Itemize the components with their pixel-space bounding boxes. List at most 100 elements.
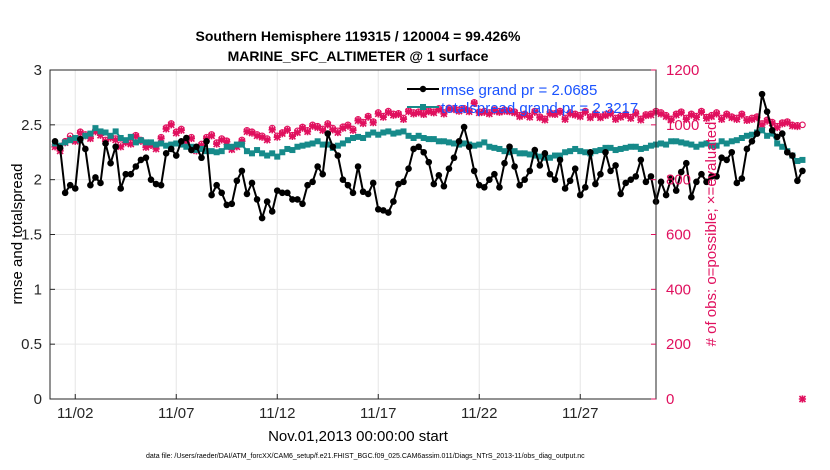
obs-evaluated-point (475, 109, 483, 117)
rmse-point (233, 177, 241, 185)
obs-evaluated-point (404, 108, 413, 116)
obs-evaluated-point (435, 106, 443, 114)
obs-evaluated-point (329, 126, 337, 134)
obs-evaluated-point (707, 113, 716, 121)
rmse-point (309, 178, 316, 186)
y-left-tick-label: 2.5 (21, 117, 42, 134)
spread-point (496, 145, 503, 152)
obs-evaluated-point (758, 121, 766, 129)
spread-point (501, 148, 508, 155)
spread-point (723, 140, 730, 147)
spread-point (238, 141, 245, 148)
obs-evaluated-point (177, 126, 185, 134)
obs-evaluated-point (369, 119, 377, 127)
rmse-point (137, 156, 145, 164)
spread-point (683, 140, 690, 147)
spread-point (289, 147, 296, 154)
rmse-point (521, 176, 528, 183)
spread-point (344, 137, 351, 144)
spread-point (218, 148, 225, 155)
rmse-point (672, 187, 680, 194)
rmse-point (122, 170, 130, 178)
spread-point (274, 153, 281, 160)
rmse-point (87, 181, 94, 189)
rmse-point (92, 174, 99, 181)
obs-evaluated-point (258, 133, 266, 141)
spread-point (440, 138, 447, 145)
obs-evaluated-point (273, 133, 281, 141)
spread-point (506, 149, 513, 156)
rmse-point (167, 145, 175, 153)
rmse-point (359, 188, 367, 196)
rmse-point (703, 178, 710, 186)
spread-point (728, 138, 735, 145)
obs-evaluated-point (324, 121, 332, 129)
obs-evaluated-point (778, 120, 786, 128)
spread-point (400, 128, 407, 135)
rmse-point (258, 214, 266, 222)
rmse-point (667, 175, 675, 182)
rmse-point (228, 200, 236, 208)
obs-evaluated-point (410, 110, 418, 118)
rmse-point (223, 201, 231, 209)
rmse-point (587, 148, 594, 156)
rmse-point (374, 205, 382, 213)
rmse-point (576, 191, 584, 199)
rmse-point (768, 127, 776, 134)
spread-point (698, 141, 705, 148)
x-tick-label: 11/02 (57, 405, 93, 422)
rmse-point (329, 143, 337, 151)
rmse-point (273, 187, 281, 194)
spread-point (541, 154, 548, 161)
obs-evaluated-point (450, 105, 458, 114)
spread-point (521, 150, 528, 157)
spread-point (395, 129, 402, 136)
obs-evaluated-point (208, 132, 216, 140)
rmse-point (743, 145, 751, 153)
rmse-point (97, 179, 104, 187)
obs-evaluated-point (470, 99, 478, 108)
rmse-point (410, 145, 417, 153)
obs-evaluated-point (253, 132, 261, 140)
obs-evaluated-point (591, 110, 599, 119)
rmse-point (481, 184, 488, 191)
obs-evaluated-point (677, 109, 685, 117)
rmse-point (486, 176, 493, 183)
obs-evaluated-point (748, 115, 756, 123)
rmse-point (400, 178, 407, 186)
rmse-point (364, 190, 372, 198)
spread-point (531, 152, 538, 159)
spread-point (703, 140, 710, 147)
spread-point (597, 147, 604, 154)
rmse-point (112, 143, 119, 151)
obs-evaluated-point (516, 113, 524, 121)
obs-evaluated-point (672, 111, 680, 119)
spread-point (774, 140, 781, 147)
spread-point (486, 143, 493, 150)
rmse-point (784, 148, 791, 156)
spread-point (794, 158, 801, 165)
spread-point (304, 141, 311, 148)
spread-point (572, 145, 579, 152)
spread-point (279, 149, 286, 156)
obs-evaluated-point (359, 119, 367, 128)
rmse-point (294, 196, 301, 203)
rmse-point (496, 184, 503, 191)
obs-evaluated-point (702, 114, 711, 122)
obs-evaluated-point (617, 113, 625, 121)
rmse-point (536, 162, 544, 169)
rmse-point (688, 193, 695, 201)
rmse-point (723, 156, 730, 164)
rmse-point (637, 156, 645, 164)
spread-point (168, 141, 175, 148)
rmse-point (713, 173, 720, 180)
obs-evaluated-point (768, 119, 776, 127)
obs-evaluated-point (218, 136, 226, 144)
rmse-point (662, 191, 670, 199)
chart-subtitle: MARINE_SFC_ALTIMETER @ 1 surface (228, 48, 489, 64)
obs-evaluated-point (632, 110, 640, 118)
x-tick-label: 11/22 (461, 405, 497, 422)
rmse-point (162, 150, 170, 157)
obs-evaluated-point (556, 108, 564, 116)
